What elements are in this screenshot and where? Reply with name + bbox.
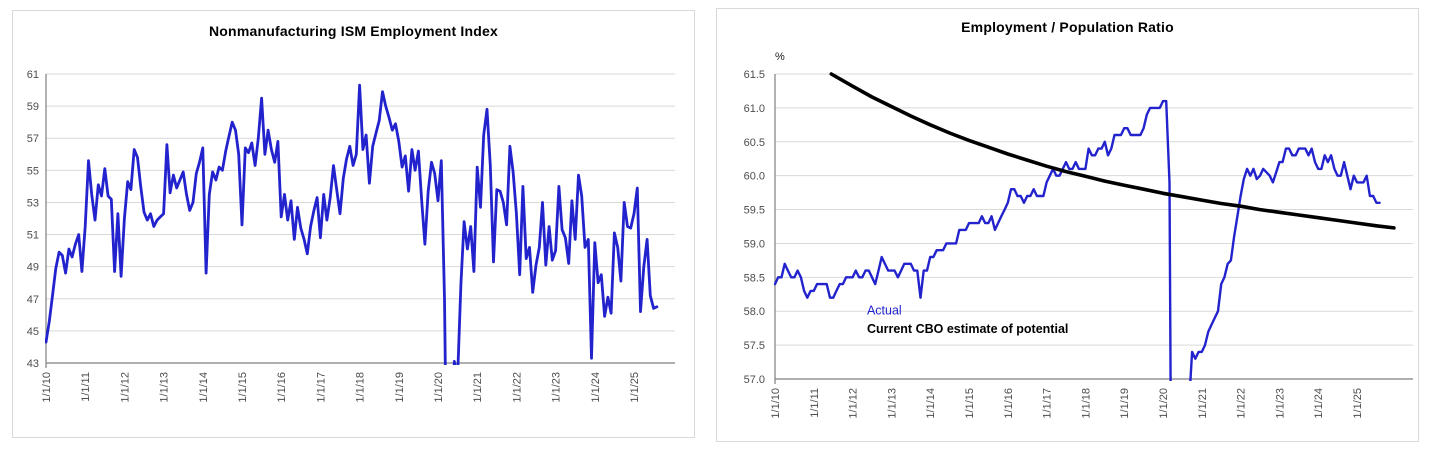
y-tick-label: 58.0: [744, 306, 765, 318]
x-tick-label: 1/1/23: [551, 372, 563, 403]
x-tick-label: 1/1/21: [1197, 388, 1209, 419]
x-tick-label: 1/1/19: [394, 372, 406, 403]
x-tick-label: 1/1/10: [41, 372, 53, 403]
x-tick-label: 1/1/13: [886, 388, 898, 419]
x-tick-label: 1/1/16: [276, 372, 288, 403]
x-tick-label: 1/1/24: [1313, 388, 1325, 419]
y-tick-label: 55: [27, 165, 39, 177]
x-tick-label: 1/1/15: [964, 388, 976, 419]
employment-population-chart-panel: Employment / Population Ratio % 61.5 61.0…: [716, 8, 1419, 442]
x-tick-label: 1/1/25: [629, 372, 641, 403]
legend-label-1: Current CBO estimate of potential: [867, 322, 1068, 336]
legend-label-0: Actual: [867, 304, 902, 318]
y-tick-label: 51: [27, 230, 39, 242]
y-tick-label: 59.0: [744, 238, 765, 250]
y-tick-label: 53: [27, 197, 39, 209]
y-tick-label: 45: [27, 326, 39, 338]
y-tick-label: 59: [27, 101, 39, 113]
epop-chart-title: Employment / Population Ratio: [961, 19, 1174, 35]
x-tick-label: 1/1/11: [809, 388, 821, 418]
epop-chart-plot: 61.5 61.0 60.5 60.0 59.5 59.0 58.5 58.0 57.5 57.0…: [744, 69, 1413, 419]
x-tick-label: 1/1/13: [159, 372, 171, 403]
x-tick-label: 1/1/10: [770, 388, 782, 419]
x-tick-label: 1/1/18: [355, 372, 367, 403]
x-tick-label: 1/1/17: [1042, 388, 1054, 419]
x-tick-label: 1/1/12: [119, 372, 131, 403]
x-tick-label: 1/1/24: [590, 372, 602, 403]
x-tick-label: 1/1/17: [315, 372, 327, 403]
x-tick-label: 1/1/23: [1274, 388, 1286, 419]
y-tick-label: 61.5: [744, 69, 765, 81]
y-tick-label: 57.0: [744, 374, 765, 386]
x-tick-label: 1/1/15: [237, 372, 249, 403]
x-tick-label: 1/1/19: [1119, 388, 1131, 419]
series-line-0: [774, 99, 1381, 381]
x-tick-label: 1/1/14: [925, 388, 937, 419]
y-tick-label: 57: [27, 133, 39, 145]
x-tick-label: 1/1/22: [511, 372, 523, 403]
ism-chart-plot: 61 59 57 55 53 51 49 47 45 431/1/10 1/1/11 1/1/12 1/…: [27, 69, 675, 403]
y-tick-label: 60.5: [744, 137, 765, 149]
series-line-1: [829, 72, 1396, 230]
x-tick-label: 1/1/21: [472, 372, 484, 403]
y-tick-label: 61: [27, 69, 39, 81]
x-tick-label: 1/1/22: [1236, 388, 1248, 419]
y-tick-label: 57.5: [744, 340, 765, 352]
y-tick-label: 49: [27, 262, 39, 274]
y-tick-label: 47: [27, 294, 39, 306]
series-line-0: [45, 83, 659, 365]
y-tick-label: 43: [27, 358, 39, 370]
x-tick-label: 1/1/20: [433, 372, 445, 403]
x-tick-label: 1/1/20: [1158, 388, 1170, 419]
y-axis-unit-label: %: [775, 51, 785, 63]
x-tick-label: 1/1/16: [1003, 388, 1015, 419]
y-tick-label: 61.0: [744, 103, 765, 115]
y-tick-label: 59.5: [744, 205, 765, 217]
x-tick-label: 1/1/14: [198, 372, 210, 403]
x-tick-label: 1/1/18: [1080, 388, 1092, 419]
ism-employment-chart-panel: Nonmanufacturing ISM Employment Index 61…: [12, 10, 695, 438]
y-tick-label: 60.0: [744, 171, 765, 183]
x-tick-label: 1/1/12: [848, 388, 860, 419]
y-tick-label: 58.5: [744, 272, 765, 284]
x-tick-label: 1/1/11: [80, 372, 92, 402]
ism-chart-title: Nonmanufacturing ISM Employment Index: [209, 23, 498, 39]
x-tick-label: 1/1/25: [1352, 388, 1364, 419]
